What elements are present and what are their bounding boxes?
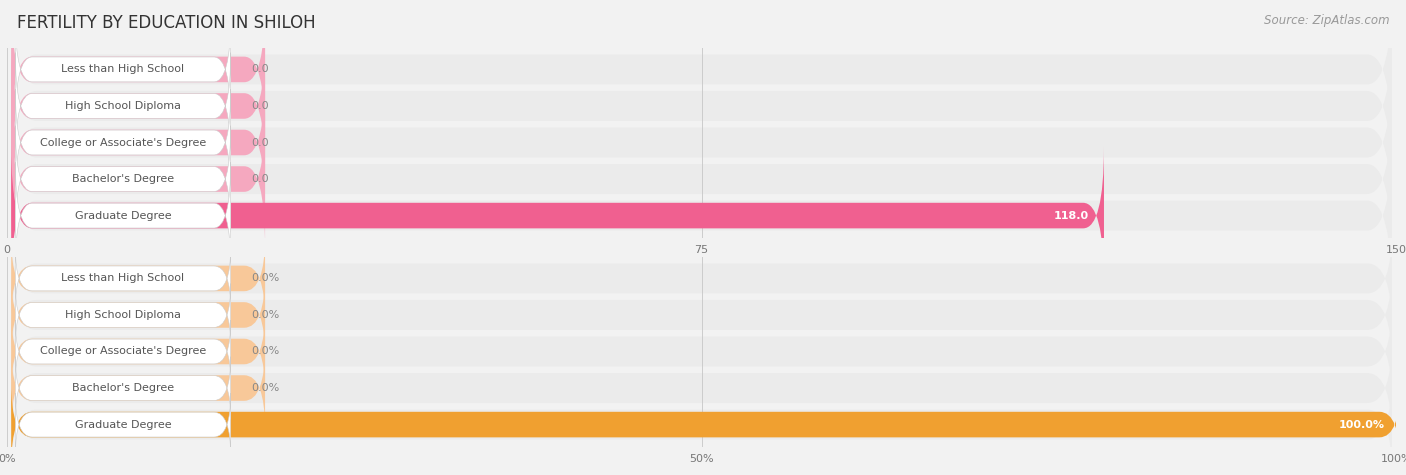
FancyBboxPatch shape xyxy=(11,264,1392,366)
Text: 0.0%: 0.0% xyxy=(252,310,280,320)
Text: 0.0: 0.0 xyxy=(252,174,269,184)
FancyBboxPatch shape xyxy=(11,110,266,248)
FancyBboxPatch shape xyxy=(15,162,231,269)
Text: Less than High School: Less than High School xyxy=(62,274,184,284)
FancyBboxPatch shape xyxy=(15,320,231,383)
FancyBboxPatch shape xyxy=(11,59,1392,226)
FancyBboxPatch shape xyxy=(11,73,266,212)
FancyBboxPatch shape xyxy=(11,0,266,139)
Text: High School Diploma: High School Diploma xyxy=(65,310,181,320)
FancyBboxPatch shape xyxy=(11,374,1392,475)
FancyBboxPatch shape xyxy=(15,126,231,232)
Text: Bachelor's Degree: Bachelor's Degree xyxy=(72,383,174,393)
FancyBboxPatch shape xyxy=(15,53,231,159)
FancyBboxPatch shape xyxy=(15,89,231,196)
Text: FERTILITY BY EDUCATION IN SHILOH: FERTILITY BY EDUCATION IN SHILOH xyxy=(17,14,315,32)
FancyBboxPatch shape xyxy=(11,228,1392,329)
FancyBboxPatch shape xyxy=(11,22,1392,190)
FancyBboxPatch shape xyxy=(11,301,1392,402)
Text: College or Associate's Degree: College or Associate's Degree xyxy=(39,137,207,148)
FancyBboxPatch shape xyxy=(15,16,231,123)
FancyBboxPatch shape xyxy=(11,237,266,321)
FancyBboxPatch shape xyxy=(11,337,1392,439)
FancyBboxPatch shape xyxy=(11,95,1392,263)
FancyBboxPatch shape xyxy=(15,357,231,419)
FancyBboxPatch shape xyxy=(11,146,1104,285)
Text: 0.0: 0.0 xyxy=(252,137,269,148)
Text: Graduate Degree: Graduate Degree xyxy=(75,210,172,220)
FancyBboxPatch shape xyxy=(15,393,231,456)
FancyBboxPatch shape xyxy=(11,273,266,357)
Text: 0.0%: 0.0% xyxy=(252,346,280,357)
FancyBboxPatch shape xyxy=(11,310,266,393)
Text: Bachelor's Degree: Bachelor's Degree xyxy=(72,174,174,184)
Text: 118.0: 118.0 xyxy=(1053,210,1088,220)
Text: Less than High School: Less than High School xyxy=(62,65,184,75)
FancyBboxPatch shape xyxy=(11,132,1392,299)
FancyBboxPatch shape xyxy=(15,247,231,310)
FancyBboxPatch shape xyxy=(11,37,266,175)
FancyBboxPatch shape xyxy=(11,0,1392,153)
FancyBboxPatch shape xyxy=(15,284,231,346)
Text: Source: ZipAtlas.com: Source: ZipAtlas.com xyxy=(1264,14,1389,27)
Text: College or Associate's Degree: College or Associate's Degree xyxy=(39,346,207,357)
Text: 100.0%: 100.0% xyxy=(1339,419,1385,429)
Text: 0.0%: 0.0% xyxy=(252,383,280,393)
FancyBboxPatch shape xyxy=(11,346,266,430)
Text: 0.0%: 0.0% xyxy=(252,274,280,284)
Text: High School Diploma: High School Diploma xyxy=(65,101,181,111)
Text: 0.0: 0.0 xyxy=(252,65,269,75)
Text: Graduate Degree: Graduate Degree xyxy=(75,419,172,429)
Text: 0.0: 0.0 xyxy=(252,101,269,111)
FancyBboxPatch shape xyxy=(11,382,1400,466)
